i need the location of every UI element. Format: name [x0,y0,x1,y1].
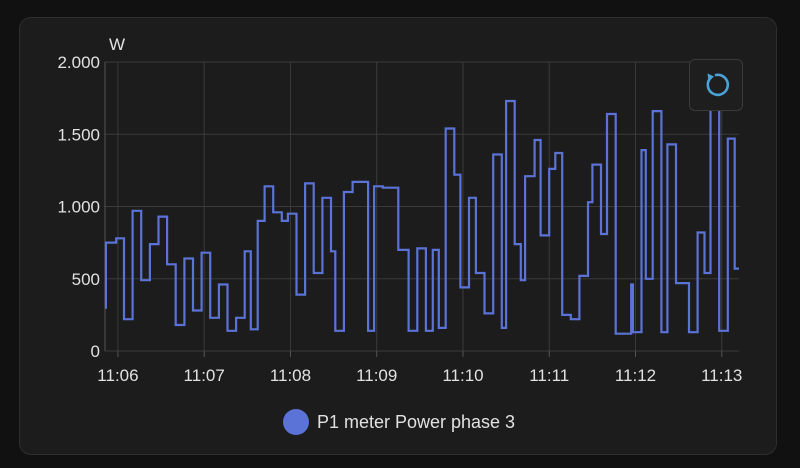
x-tick-label: 11:08 [270,366,311,385]
y-tick-label: 500 [72,270,100,289]
y-tick-label: 1.000 [57,198,100,217]
y-tick-label: 2.000 [57,53,100,72]
x-tick-label: 11:09 [356,366,397,385]
y-tick-label: 0 [91,342,100,361]
reset-zoom-icon [706,73,730,97]
power-chart: 0 500 1.000 1.500 2.000 11:06 11:07 11:08 11:09 1… [57,35,742,385]
x-tick-label: 11:13 [701,366,742,385]
legend-label: P1 meter Power phase 3 [316,411,516,432]
y-tick-label: 1.500 [57,125,100,144]
history-graph-card: 0 500 1.000 1.500 2.000 11:06 11:07 11:08 11:09 1… [19,17,777,455]
chart-legend[interactable]: P1 meter Power phase 3 [20,409,778,435]
y-axis-unit: W [109,35,125,54]
x-tick-label: 11:12 [615,366,656,385]
reset-zoom-button[interactable] [689,59,743,111]
x-tick-label: 11:06 [97,366,138,385]
x-tick-label: 11:10 [442,366,483,385]
x-tick-label: 11:11 [529,366,569,385]
series-line-power-phase-3 [104,99,739,335]
legend-swatch [282,409,309,435]
x-tick-label: 11:07 [184,366,225,385]
